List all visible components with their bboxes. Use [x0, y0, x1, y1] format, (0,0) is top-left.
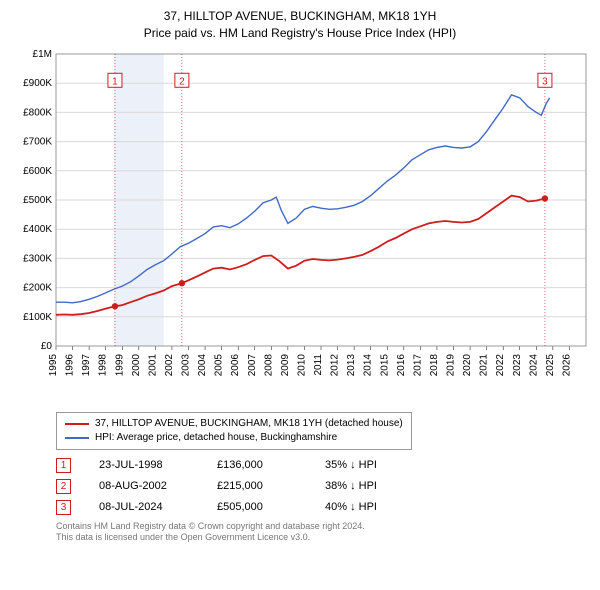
xtick-label: 2023 — [512, 353, 523, 376]
xtick-label: 2022 — [495, 353, 506, 376]
xtick-label: 1997 — [81, 353, 92, 376]
attribution-footer: Contains HM Land Registry data © Crown c… — [56, 521, 592, 544]
sale-row: 3 08-JUL-2024 £505,000 40% ↓ HPI — [56, 500, 592, 515]
xtick-label: 2000 — [131, 353, 142, 376]
chart-container: { "title": { "line1": "37, HILLTOP AVENU… — [0, 0, 600, 548]
xtick-label: 2020 — [462, 353, 473, 376]
marker-badge-label: 3 — [542, 76, 548, 87]
xtick-label: 2007 — [247, 353, 258, 376]
xtick-label: 2024 — [528, 353, 539, 376]
xtick-label: 2009 — [280, 353, 291, 376]
xtick-label: 2014 — [363, 353, 374, 376]
legend-row: HPI: Average price, detached house, Buck… — [65, 431, 403, 445]
legend-label: 37, HILLTOP AVENUE, BUCKINGHAM, MK18 1YH… — [95, 417, 403, 431]
xtick-label: 2003 — [181, 353, 192, 376]
sale-marker-badge: 1 — [56, 458, 71, 473]
marker-dot — [179, 280, 185, 286]
ytick-label: £0 — [41, 341, 53, 352]
ytick-label: £400K — [23, 224, 52, 235]
legend: 37, HILLTOP AVENUE, BUCKINGHAM, MK18 1YH… — [56, 412, 412, 450]
xtick-label: 2025 — [545, 353, 556, 376]
chart-title: 37, HILLTOP AVENUE, BUCKINGHAM, MK18 1YH… — [8, 8, 592, 42]
marker-dot — [542, 195, 548, 201]
legend-swatch — [65, 437, 89, 439]
ytick-label: £200K — [23, 282, 52, 293]
sale-price: £505,000 — [217, 501, 297, 513]
marker-badge-label: 2 — [179, 76, 185, 87]
xtick-label: 2006 — [230, 353, 241, 376]
marker-dot — [112, 303, 118, 309]
sale-date: 23-JUL-1998 — [99, 459, 189, 471]
ytick-label: £800K — [23, 107, 52, 118]
xtick-label: 1998 — [98, 353, 109, 376]
sale-date: 08-AUG-2002 — [99, 480, 189, 492]
xtick-label: 1996 — [65, 353, 76, 376]
sale-percent-vs-hpi: 40% ↓ HPI — [325, 501, 415, 513]
xtick-label: 2010 — [296, 353, 307, 376]
sale-price: £136,000 — [217, 459, 297, 471]
xtick-label: 2013 — [346, 353, 357, 376]
xtick-label: 2026 — [561, 353, 572, 376]
xtick-label: 2011 — [313, 353, 324, 375]
sale-price: £215,000 — [217, 480, 297, 492]
footer-line2: This data is licensed under the Open Gov… — [56, 532, 592, 544]
sale-row: 1 23-JUL-1998 £136,000 35% ↓ HPI — [56, 458, 592, 473]
sale-date: 08-JUL-2024 — [99, 501, 189, 513]
ytick-label: £600K — [23, 165, 52, 176]
xtick-label: 2012 — [330, 353, 341, 376]
ytick-label: £1M — [33, 49, 52, 60]
xtick-label: 1995 — [48, 353, 59, 376]
ytick-label: £300K — [23, 253, 52, 264]
xtick-label: 2002 — [164, 353, 175, 376]
sale-percent-vs-hpi: 35% ↓ HPI — [325, 459, 415, 471]
chart-svg: £0 £100K £200K £300K £400K £500K £600K £700K £80… — [8, 46, 592, 406]
legend-label: HPI: Average price, detached house, Buck… — [95, 431, 337, 445]
xtick-label: 2015 — [379, 353, 390, 376]
xtick-label: 2016 — [396, 353, 407, 376]
sale-marker-badge: 2 — [56, 479, 71, 494]
legend-row: 37, HILLTOP AVENUE, BUCKINGHAM, MK18 1YH… — [65, 417, 403, 431]
ytick-label: £700K — [23, 136, 52, 147]
xtick-label: 2019 — [446, 353, 457, 376]
sale-marker-badge: 3 — [56, 500, 71, 515]
title-line2: Price paid vs. HM Land Registry's House … — [8, 25, 592, 42]
ytick-label: £500K — [23, 195, 52, 206]
chart-plot-area: £0 £100K £200K £300K £400K £500K £600K £700K £80… — [8, 46, 592, 406]
xtick-label: 2008 — [263, 353, 274, 376]
footer-line1: Contains HM Land Registry data © Crown c… — [56, 521, 592, 533]
xtick-label: 2017 — [412, 353, 423, 376]
marker-badge-label: 1 — [112, 76, 118, 87]
xtick-label: 2001 — [147, 353, 158, 376]
title-line1: 37, HILLTOP AVENUE, BUCKINGHAM, MK18 1YH — [8, 8, 592, 25]
ytick-label: £100K — [23, 311, 52, 322]
sale-row: 2 08-AUG-2002 £215,000 38% ↓ HPI — [56, 479, 592, 494]
sale-percent-vs-hpi: 38% ↓ HPI — [325, 480, 415, 492]
sales-list: 1 23-JUL-1998 £136,000 35% ↓ HPI 2 08-AUG-200… — [56, 458, 592, 515]
xtick-label: 2005 — [214, 353, 225, 376]
xtick-label: 1999 — [114, 353, 125, 376]
ytick-label: £900K — [23, 78, 52, 89]
legend-swatch — [65, 423, 89, 425]
xtick-label: 2004 — [197, 353, 208, 376]
xtick-label: 2021 — [479, 353, 490, 376]
xtick-label: 2018 — [429, 353, 440, 376]
